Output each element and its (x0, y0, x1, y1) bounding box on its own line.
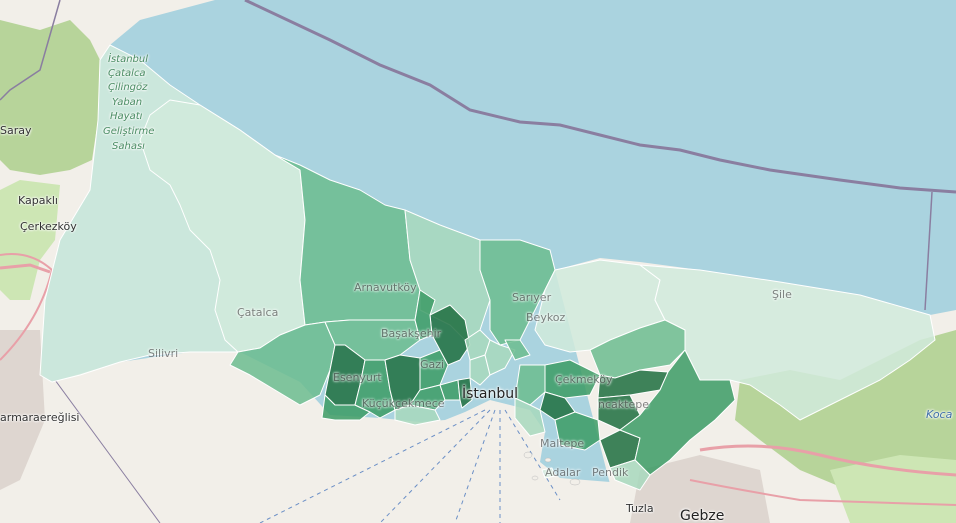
district-avcilar[interactable] (321, 394, 371, 421)
boundary-west (0, 0, 61, 101)
road-east-2 (689, 479, 956, 506)
district-besiktas[interactable] (484, 339, 516, 376)
district-adalar[interactable] (541, 467, 556, 479)
urban-gebze (630, 455, 770, 523)
urban-sw (0, 330, 45, 490)
maritime-boundary (244, 0, 956, 194)
forest-west (0, 20, 100, 175)
road-west (0, 263, 51, 274)
boundary-sea-sw (54, 379, 161, 523)
district-kagithane[interactable] (504, 339, 531, 361)
district-bahcelievler[interactable] (409, 384, 446, 411)
road-east (699, 444, 956, 477)
choropleth-layer (39, 44, 936, 491)
district-sariyer[interactable] (479, 239, 556, 346)
district-bakirkoy[interactable] (394, 404, 441, 426)
district-fatih[interactable] (457, 377, 473, 409)
district-kadikoy[interactable] (514, 397, 546, 437)
district-gaziosmanpasa[interactable] (414, 289, 436, 341)
forest-west-2 (0, 180, 60, 300)
boundary-east (924, 191, 933, 311)
district-uskudar[interactable] (514, 364, 546, 406)
district-tuzla[interactable] (609, 459, 651, 491)
ferry-lines (259, 409, 561, 523)
district-esenler[interactable] (419, 349, 449, 391)
road-west-2 (0, 253, 54, 361)
islands (523, 451, 581, 486)
district-sultangazi[interactable] (429, 304, 471, 366)
district-pendik[interactable] (619, 349, 736, 476)
